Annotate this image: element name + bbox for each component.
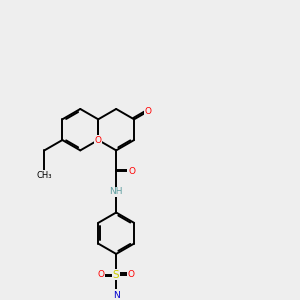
Text: O: O — [128, 270, 135, 279]
Text: CH₃: CH₃ — [37, 171, 52, 180]
Text: O: O — [145, 106, 152, 116]
Text: S: S — [113, 270, 119, 280]
Text: N: N — [113, 291, 119, 300]
Text: O: O — [128, 167, 135, 176]
Text: O: O — [98, 270, 105, 279]
Text: O: O — [95, 136, 102, 145]
Text: NH: NH — [110, 187, 123, 196]
